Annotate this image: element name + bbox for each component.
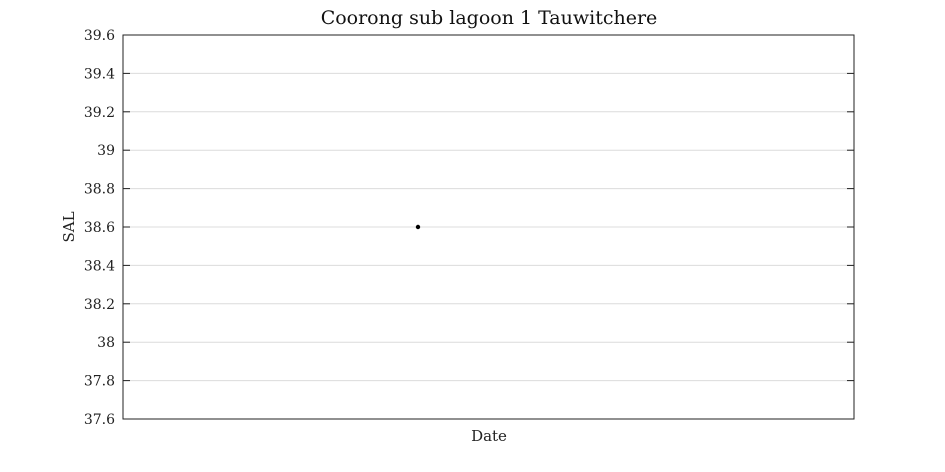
y-tick-label: 37.6 [84, 412, 115, 428]
y-tick-label: 39.6 [84, 28, 115, 44]
y-tick-label: 39.4 [84, 66, 115, 82]
y-tick-label: 38.6 [84, 220, 115, 236]
chart-title: Coorong sub lagoon 1 Tauwitchere [321, 7, 658, 29]
y-tick-label: 37.8 [84, 374, 115, 390]
y-tick-label: 38.8 [84, 182, 115, 198]
y-axis-ticks: 37.6 37.8 38 38.2 38.4 38.6 38.8 39 39.2 39.4 39.6 [84, 28, 854, 428]
y-tick-label: 38 [97, 335, 115, 351]
y-tick-label: 39.2 [84, 105, 115, 121]
x-axis-label: Date [471, 427, 507, 445]
data-point [415, 224, 421, 230]
y-tick-label: 38.4 [84, 258, 115, 274]
y-tick-label: 39 [97, 143, 115, 159]
y-axis-label: SAL [60, 211, 78, 242]
data-points [415, 224, 421, 230]
grid-lines [123, 72, 854, 382]
y-tick-label: 38.2 [84, 297, 115, 313]
